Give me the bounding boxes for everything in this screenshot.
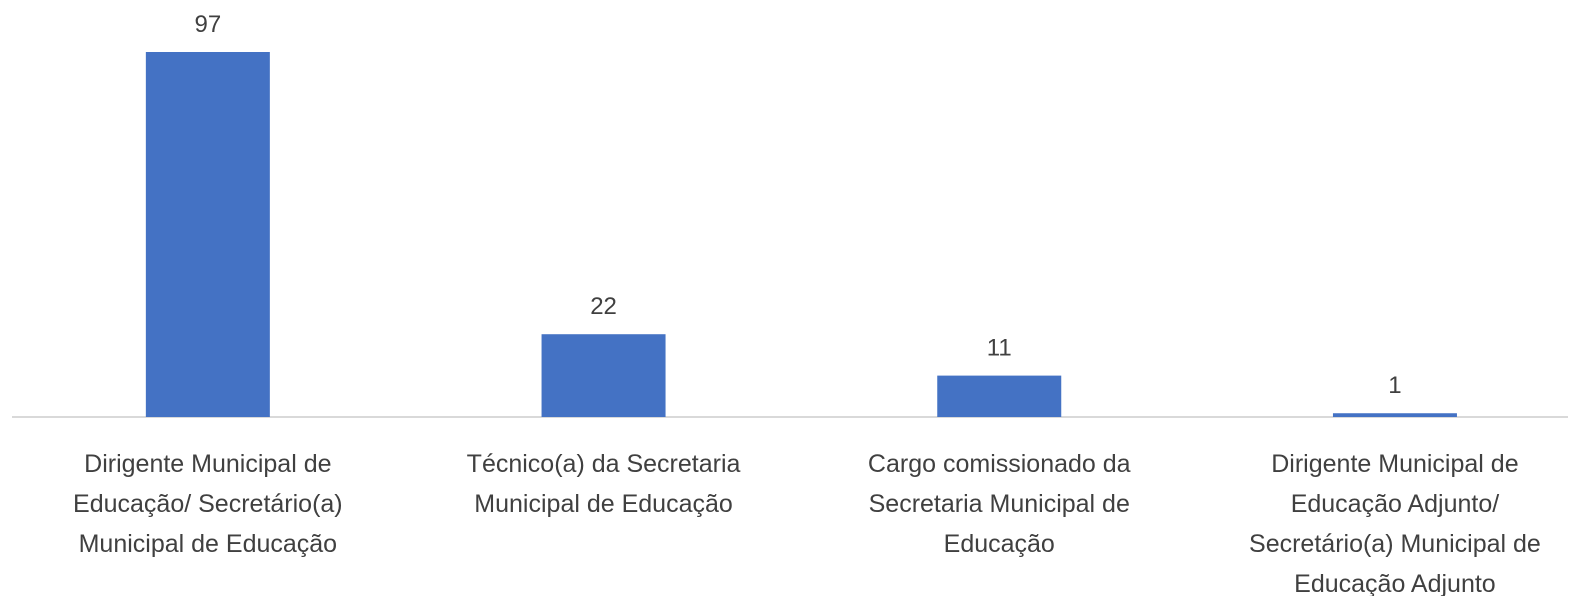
bar — [541, 334, 666, 417]
x-tick-label: Cargo comissionado da Secretaria Municip… — [867, 450, 1131, 558]
x-tick-label: Técnico(a) da Secretaria Municipal de Ed… — [466, 450, 741, 518]
data-label: 1 — [1388, 372, 1401, 399]
data-label: 22 — [590, 293, 617, 320]
data-label: 11 — [987, 335, 1012, 362]
bar — [145, 52, 270, 417]
x-tick-label: Dirigente Municipal de Educação Adjunto/… — [1249, 450, 1541, 596]
data-label: 97 — [194, 11, 221, 38]
bar — [937, 375, 1062, 417]
bar — [1332, 413, 1457, 417]
x-tick-label: Dirigente Municipal de Educação/ Secretá… — [73, 450, 343, 558]
